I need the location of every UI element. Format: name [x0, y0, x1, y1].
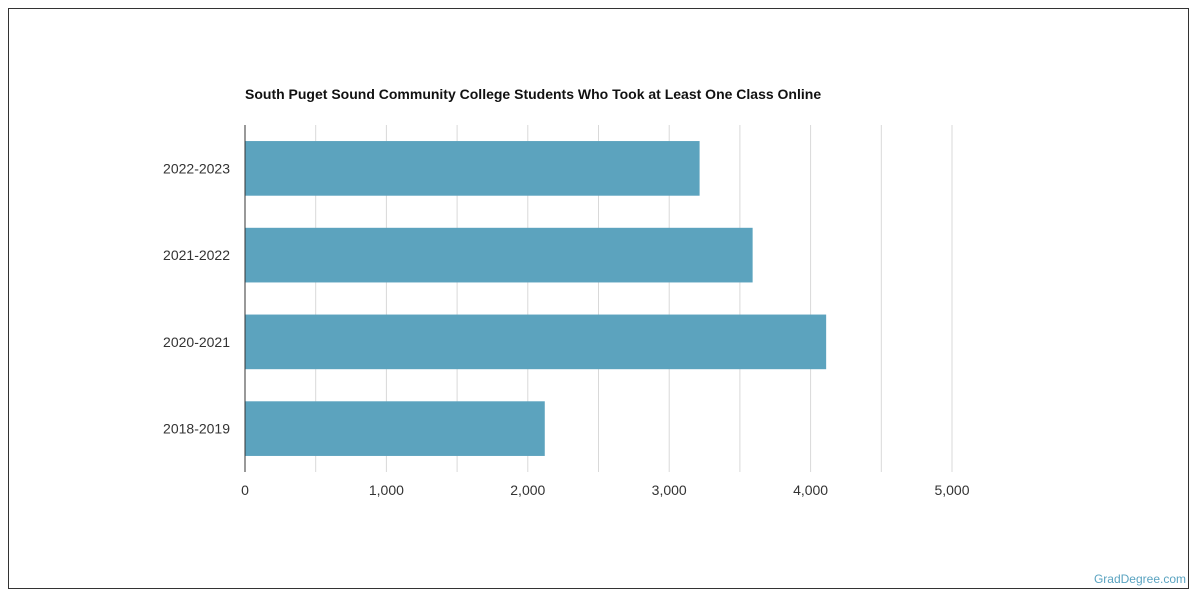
x-tick-label: 1,000 — [369, 482, 404, 498]
x-tick-label: 4,000 — [793, 482, 828, 498]
chart-title: South Puget Sound Community College Stud… — [245, 86, 821, 102]
x-tick-label: 2,000 — [510, 482, 545, 498]
bar-2022-2023[interactable] — [245, 141, 700, 196]
bar-2021-2022[interactable] — [245, 227, 753, 283]
x-tick-label: 3,000 — [652, 482, 687, 498]
category-label: 2021-2022 — [163, 247, 230, 263]
x-tick-label: 5,000 — [934, 482, 969, 498]
category-label: 2022-2023 — [163, 160, 230, 176]
bar-2018-2019[interactable] — [245, 401, 545, 456]
category-label: 2020-2021 — [163, 334, 230, 350]
x-tick-label: 0 — [241, 482, 249, 498]
bars — [245, 141, 827, 456]
x-tick-labels: 0 1,000 2,000 3,000 4,000 5,000 — [241, 482, 970, 498]
category-label: 2018-2019 — [163, 421, 230, 437]
bar-2020-2021[interactable] — [245, 314, 827, 370]
category-labels: 2022-2023 2021-2022 2020-2021 2018-2019 — [163, 160, 230, 436]
watermark[interactable]: GradDegree.com — [1093, 572, 1186, 586]
